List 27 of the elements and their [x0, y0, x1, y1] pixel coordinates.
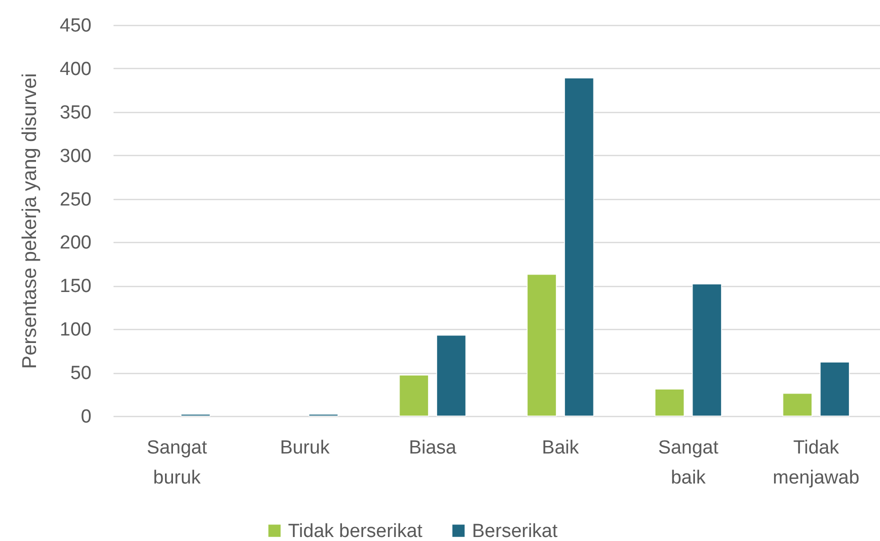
bar — [398, 374, 429, 416]
x-tick-label: Baik — [542, 438, 580, 458]
bar — [436, 334, 466, 416]
bar — [564, 78, 594, 416]
y-tick-label: 250 — [60, 189, 92, 210]
bar — [654, 388, 685, 416]
legend-label: Tidak berserikat — [288, 520, 424, 541]
x-tick-label: Sangat baik — [658, 438, 720, 488]
y-tick-label: 0 — [80, 406, 92, 428]
legend-label: Berserikat — [472, 520, 558, 541]
y-tick-label: 350 — [60, 102, 92, 124]
y-tick-label: 50 — [70, 363, 92, 384]
y-tick-label: 400 — [60, 58, 92, 80]
y-tick-label: 150 — [60, 276, 92, 298]
bar — [692, 284, 722, 416]
y-tick-label: 450 — [60, 16, 92, 36]
bar — [526, 274, 557, 416]
y-tick-label: 300 — [60, 146, 92, 167]
y-axis-title: Persentase pekerja yang disurvei — [18, 73, 41, 369]
x-tick-label: Tidak menjawab — [772, 438, 860, 488]
y-tick-label: 200 — [60, 232, 92, 254]
x-tick-label: Buruk — [280, 438, 330, 458]
x-tick-label: Sangat buruk — [146, 438, 208, 488]
bar — [820, 362, 850, 416]
x-tick-label: Biasa — [408, 438, 457, 458]
bar — [782, 393, 812, 416]
y-tick-label: 100 — [60, 320, 92, 341]
